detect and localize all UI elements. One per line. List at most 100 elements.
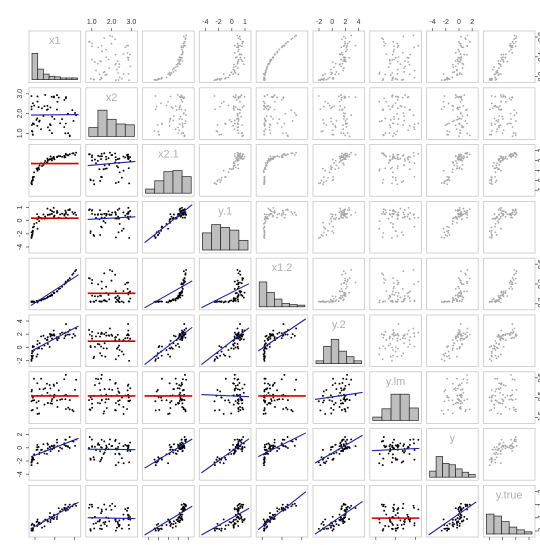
scatter-point — [47, 336, 49, 338]
scatter-point — [455, 60, 457, 62]
scatter-point — [31, 108, 33, 110]
scatter-point — [389, 343, 391, 345]
scatter-point — [322, 74, 324, 76]
scatter-point — [49, 295, 51, 297]
scatter-point — [263, 228, 265, 230]
scatter-point — [397, 512, 399, 514]
scatter-point — [458, 292, 460, 294]
scatter-point — [49, 384, 51, 386]
scatter-point — [183, 112, 185, 114]
histogram-bar — [55, 77, 61, 80]
scatter-point — [118, 297, 120, 299]
histogram-bar — [146, 189, 155, 193]
scatter-point — [105, 158, 107, 160]
scatter-point — [264, 96, 266, 98]
scatter-point — [166, 524, 168, 526]
scatter-point — [182, 124, 184, 126]
scatter-point — [382, 301, 384, 303]
scatter-point — [414, 70, 416, 72]
scatter-point — [332, 226, 334, 228]
scatter-point — [499, 105, 501, 107]
scatter-point — [456, 340, 458, 342]
scatter-point — [263, 518, 265, 520]
scatter-point — [292, 441, 294, 443]
scatter-point — [460, 335, 462, 337]
scatter-point — [350, 214, 352, 216]
scatter-point — [342, 217, 344, 219]
scatter-point — [330, 218, 332, 220]
scatter-point — [239, 336, 241, 338]
scatter-point — [500, 336, 502, 338]
scatter-point — [344, 448, 346, 450]
scatter-point — [295, 328, 297, 330]
scatter-point — [330, 407, 332, 409]
scatter-point — [490, 134, 492, 136]
scatter-point — [466, 156, 468, 158]
histogram-bar — [456, 469, 463, 477]
fit-line — [258, 319, 306, 351]
scatter-point — [455, 295, 457, 297]
scatter-point — [220, 530, 222, 532]
scatter-point — [341, 38, 343, 40]
scatter-point — [402, 234, 404, 236]
panel-8-2 — [143, 485, 195, 537]
scatter-point — [228, 77, 230, 79]
scatter-point — [97, 378, 99, 380]
scatter-point — [345, 120, 347, 122]
scatter-point — [263, 181, 265, 183]
scatter-point — [349, 209, 351, 211]
scatter-point — [336, 120, 338, 122]
scatter-point — [334, 168, 336, 170]
scatter-point — [349, 135, 351, 137]
scatter-point — [115, 439, 117, 441]
scatter-point — [463, 210, 465, 212]
scatter-point — [441, 182, 443, 184]
scatter-point — [385, 209, 387, 211]
scatter-point — [500, 450, 502, 452]
scatter-point — [496, 446, 498, 448]
scatter-point — [404, 334, 406, 336]
scatter-point — [325, 79, 327, 81]
scatter-point — [238, 49, 240, 51]
scatter-point — [466, 379, 468, 381]
scatter-point — [39, 342, 41, 344]
scatter-point — [181, 118, 183, 120]
scatter-point — [235, 57, 237, 59]
scatter-point — [128, 57, 130, 59]
scatter-point — [469, 208, 471, 210]
scatter-point — [118, 63, 120, 65]
scatter-point — [459, 333, 461, 335]
scatter-point — [233, 299, 235, 301]
scatter-point — [269, 448, 271, 450]
scatter-point — [75, 379, 77, 381]
scatter-point — [215, 527, 217, 529]
scatter-point — [274, 518, 276, 520]
scatter-point — [91, 295, 93, 297]
scatter-point — [97, 214, 99, 216]
scatter-point — [497, 158, 499, 160]
scatter-point — [263, 223, 265, 225]
scatter-point — [123, 353, 125, 355]
scatter-point — [214, 410, 216, 412]
scatter-point — [456, 69, 458, 71]
fit-line — [315, 435, 363, 463]
scatter-point — [324, 101, 326, 103]
scatter-point — [491, 124, 493, 126]
scatter-point — [491, 397, 493, 399]
scatter-point — [223, 73, 225, 75]
scatter-point — [181, 519, 183, 521]
scatter-point — [381, 504, 383, 506]
scatter-point — [241, 45, 243, 47]
scatter-point — [31, 130, 33, 132]
scatter-point — [508, 333, 510, 335]
scatter-point — [398, 118, 400, 120]
scatter-point — [460, 290, 462, 292]
scatter-point — [99, 209, 101, 211]
scatter-point — [115, 336, 117, 338]
histogram-bar — [297, 305, 305, 307]
scatter-point — [181, 101, 183, 103]
scatter-point — [237, 384, 239, 386]
scatter-point — [287, 399, 289, 401]
scatter-point — [379, 347, 381, 349]
scatter-point — [343, 292, 345, 294]
